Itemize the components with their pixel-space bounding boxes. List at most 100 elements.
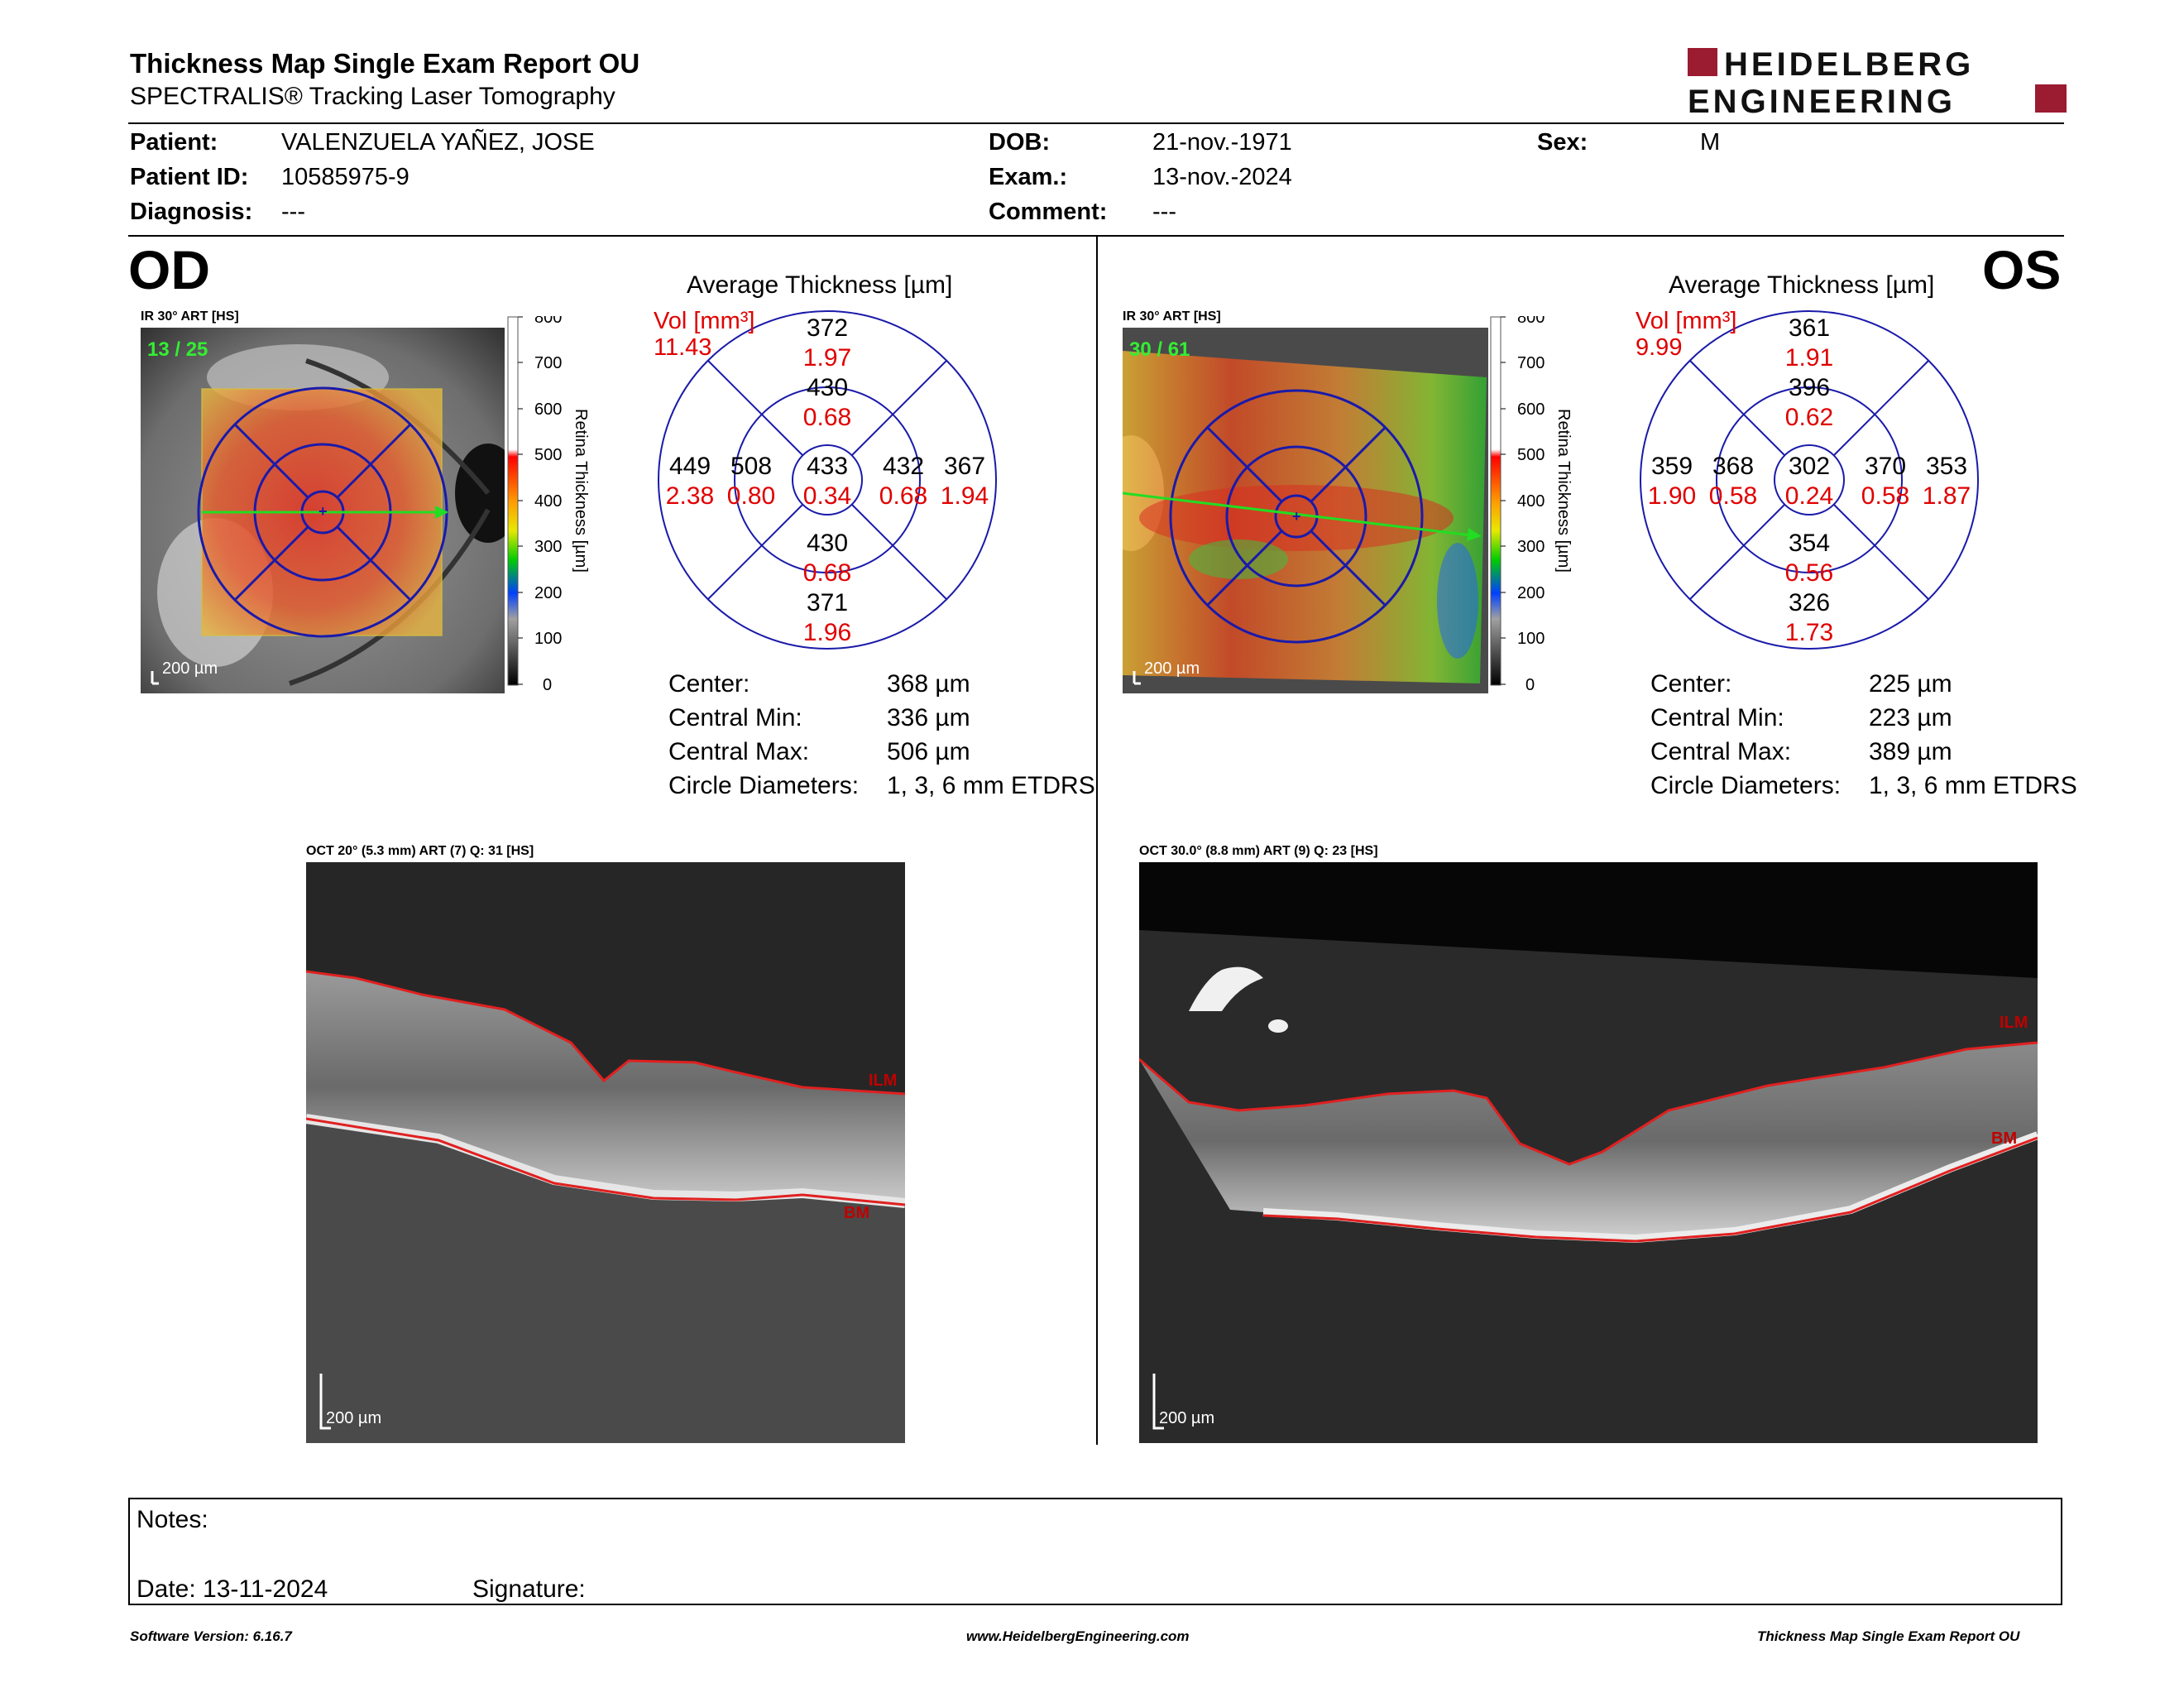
os-inner-left: 368 [1712, 453, 1754, 480]
os-inner-bottom-vol: 0.56 [1785, 559, 1833, 587]
od-center-value: 368 µm [887, 670, 970, 698]
os-outer-right: 353 [1926, 453, 1967, 480]
cbar-tick: 500 [534, 446, 562, 464]
od-center-label: Center: [668, 670, 750, 698]
os-inner-bottom: 354 [1789, 530, 1830, 557]
cbar-tick: 200 [1517, 584, 1545, 602]
cbar-title: Retina Thickness [µm] [1554, 409, 1573, 573]
od-avg-title: Average Thickness [µm] [687, 271, 953, 299]
od-outer-left-vol: 2.38 [666, 482, 714, 510]
os-etdrs-grid: 361 1.91 396 0.62 302 0.24 354 0.56 326 … [1636, 306, 1991, 654]
eye-label-os: OS [1982, 239, 2062, 300]
signature-label: Signature: [472, 1575, 586, 1603]
comment-label: Comment: [989, 199, 1108, 225]
report-title: Thickness Map Single Exam Report OU [130, 48, 640, 79]
footer-report-name: Thickness Map Single Exam Report OU [1757, 1628, 2020, 1644]
od-inner-bottom-vol: 0.68 [803, 559, 851, 587]
od-outer-bottom: 371 [807, 589, 848, 616]
od-vol-block: Vol [mm³] 11.43 [654, 308, 754, 361]
exam-value: 13-nov.-2024 [1152, 164, 1292, 190]
cbar-tick: 0 [1525, 676, 1535, 694]
cbar-tick: 400 [1517, 492, 1545, 511]
os-max-label: Central Max: [1650, 738, 1792, 765]
os-inner-right: 370 [1865, 453, 1906, 480]
od-oct-scale: 200 µm [326, 1409, 381, 1427]
os-center-value: 225 µm [1869, 670, 1952, 698]
footer-software-version: Software Version: 6.16.7 [130, 1628, 292, 1644]
od-inner-left: 508 [730, 453, 772, 480]
os-outer-bottom: 326 [1789, 589, 1830, 616]
cbar-tick: 100 [534, 630, 562, 648]
od-min-label: Central Min: [668, 704, 802, 731]
cbar-tick: 600 [534, 400, 562, 419]
od-fundus-scale: 200 µm [162, 659, 218, 678]
os-outer-top: 361 [1789, 314, 1830, 342]
heidelberg-logo: HEIDELBERG ENGINEERING [1688, 46, 2067, 117]
os-bm-label: BM [1991, 1129, 2017, 1148]
od-etdrs-grid: 372 1.97 430 0.68 433 0.34 430 0.68 371 … [654, 306, 1009, 654]
patient-label: Patient: [130, 129, 218, 156]
od-max-value: 506 µm [887, 738, 970, 765]
eye-label-od: OD [128, 239, 210, 300]
os-outer-left-vol: 1.90 [1648, 482, 1696, 510]
od-center-vol: 0.34 [803, 482, 851, 510]
od-diam-label: Circle Diameters: [668, 772, 860, 799]
footer-website[interactable]: www.HeidelbergEngineering.com [966, 1628, 1190, 1644]
diagnosis-value: --- [281, 199, 305, 225]
od-max-label: Central Max: [668, 738, 810, 765]
od-outer-top: 372 [807, 314, 848, 342]
od-min-value: 336 µm [887, 704, 970, 731]
os-vol-value: 9.99 [1636, 334, 1683, 361]
os-diam-label: Circle Diameters: [1650, 772, 1842, 799]
od-outer-bottom-vol: 1.96 [803, 619, 851, 646]
os-avg-title: Average Thickness [µm] [1669, 271, 1935, 299]
cbar-tick: 200 [534, 584, 562, 602]
cbar-tick: 700 [1517, 354, 1545, 372]
os-inner-top: 396 [1789, 374, 1830, 401]
dob-value: 21-nov.-1971 [1152, 129, 1292, 156]
od-vol-value: 11.43 [654, 334, 712, 361]
os-oct-scan: ILM BM 200 µm [1139, 862, 2038, 1443]
od-ilm-label: ILM [869, 1072, 897, 1090]
cbar-tick: 500 [1517, 446, 1545, 464]
od-inner-top: 430 [807, 374, 848, 401]
od-outer-left: 449 [669, 453, 711, 480]
cbar-tick: 0 [543, 676, 552, 694]
od-fundus-image: + 13 / 25 200 µm [141, 328, 521, 693]
cbar-tick: 700 [534, 354, 562, 372]
od-inner-right: 432 [883, 453, 924, 480]
os-center-label: Center: [1650, 670, 1732, 698]
report-subtitle: SPECTRALIS® Tracking Laser Tomography [130, 83, 615, 110]
od-inner-right-vol: 0.68 [879, 482, 927, 510]
os-outer-left: 359 [1651, 453, 1693, 480]
os-colorbar: 800 700 600 500 400 300 200 100 0 Retina… [1489, 309, 1588, 697]
svg-text:+: + [1292, 508, 1301, 525]
os-diam-value: 1, 3, 6 mm ETDRS [1869, 772, 2077, 799]
notes-label: Notes: [136, 1506, 208, 1533]
logo-text-top: HEIDELBERG [1724, 46, 1974, 83]
od-bm-label: BM [844, 1204, 869, 1222]
od-ir-label: IR 30° ART [HS] [141, 309, 239, 324]
os-outer-top-vol: 1.91 [1785, 344, 1833, 372]
cbar-tick: 300 [1517, 538, 1545, 556]
od-vol-label: Vol [mm³] [654, 308, 755, 334]
os-outer-bottom-vol: 1.73 [1785, 619, 1833, 646]
sex-label: Sex: [1537, 129, 1588, 156]
comment-value: --- [1152, 199, 1176, 225]
od-outer-right: 367 [944, 453, 985, 480]
od-inner-top-vol: 0.68 [803, 404, 851, 431]
od-frame-counter: 13 / 25 [147, 338, 208, 361]
os-min-value: 223 µm [1869, 704, 1952, 731]
eye-divider [1096, 237, 1098, 1445]
patient-id-value: 10585975-9 [281, 164, 410, 190]
svg-text:+: + [318, 503, 328, 520]
od-diam-value: 1, 3, 6 mm ETDRS [887, 772, 1095, 799]
od-colorbar: 800 700 600 500 400 300 200 100 0 Retina… [506, 309, 606, 697]
notes-box: Notes: Date: 13-11-2024 Signature: [128, 1498, 2062, 1605]
sex-value: M [1700, 129, 1721, 156]
cbar-tick: 400 [534, 492, 562, 511]
od-oct-scan: ILM BM 200 µm [306, 862, 905, 1443]
od-outer-right-vol: 1.94 [941, 482, 989, 510]
od-center: 433 [807, 453, 848, 480]
cbar-tick: 300 [534, 538, 562, 556]
